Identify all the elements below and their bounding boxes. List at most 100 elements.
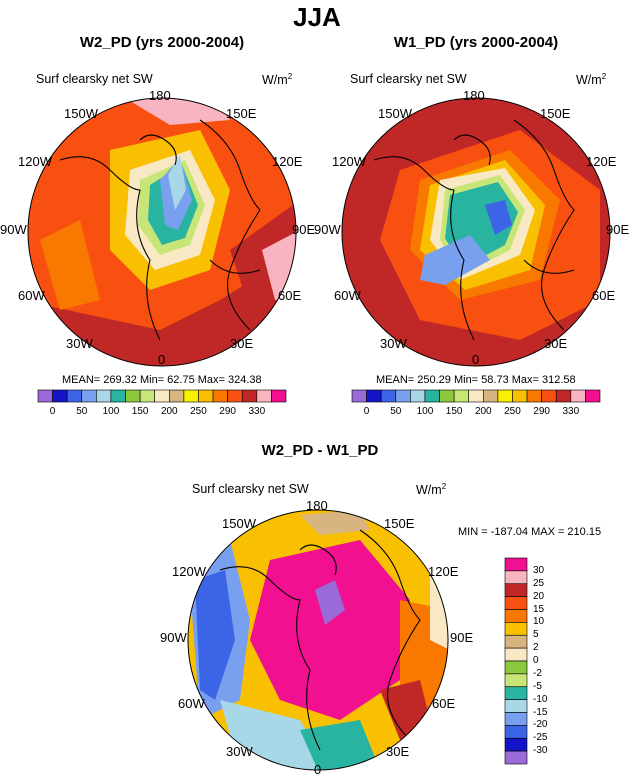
lon-label-bottom: 0 <box>158 352 166 367</box>
colorbar-w1-swatch <box>541 389 557 403</box>
lon-label-lower-right: 60E <box>278 288 302 303</box>
lon-label-top: 180 <box>149 88 171 103</box>
lon-label-left: 90W <box>160 630 187 645</box>
lon-label-top: 180 <box>306 498 328 513</box>
lon-label-right: 90E <box>292 222 316 237</box>
colorbar-diff-tick-label: 0 <box>533 655 539 666</box>
colorbar-w1-swatch <box>585 389 601 403</box>
lon-label-right: 90E <box>606 222 630 237</box>
colorbar-w2-swatch <box>271 389 287 403</box>
lon-label-upper-right: 120E <box>428 564 459 579</box>
lon-label-bottom-left: 30W <box>226 744 253 759</box>
colorbar-diff-tick-label: -20 <box>533 719 548 731</box>
lon-label-upper-left: 120W <box>332 154 366 169</box>
colorbar-diff-swatch <box>504 634 528 649</box>
panel-title-w1: W1_PD (yrs 2000-2004) <box>393 34 559 51</box>
map-diff <box>188 510 448 770</box>
colorbar-w2-tick-label: 250 <box>190 406 207 417</box>
lon-label-lower-left: 60W <box>334 288 361 303</box>
colorbar-w1-swatch <box>366 389 382 403</box>
colorbar-diff-swatch <box>504 647 528 662</box>
lon-label-right: 90E <box>450 630 474 645</box>
variable-label-w1: Surf clearsky net SW <box>350 72 467 86</box>
colorbar-diff-tick-label: 15 <box>533 603 545 615</box>
colorbar-diff-tick-label: 5 <box>533 629 539 641</box>
colorbar-w1-swatch <box>512 389 528 403</box>
colorbar-diff <box>504 557 528 765</box>
colorbar-w2-swatch <box>96 389 112 403</box>
colorbar-w2-swatch <box>66 389 83 403</box>
colorbar-w1-tick-label: 50 <box>390 406 402 417</box>
lon-label-top-left: 150W <box>222 516 256 531</box>
lon-label-bottom: 0 <box>314 762 322 777</box>
colorbar-w1-tick-label: 150 <box>445 406 463 417</box>
colorbar-diff-swatch <box>504 712 528 726</box>
colorbar-w1-swatch <box>482 389 499 403</box>
variable-label-w2: Surf clearsky net SW <box>36 72 153 86</box>
colorbar-diff-swatch <box>504 557 528 572</box>
colorbar-w2 <box>37 389 287 403</box>
lon-label-top-left: 150W <box>64 106 98 121</box>
colorbar-w1-swatch <box>468 389 484 403</box>
colorbar-diff-swatch <box>504 737 528 752</box>
stats-w1: MEAN= 250.29 Min= 58.73 Max= 312.58 <box>376 374 576 386</box>
lon-label-upper-left: 120W <box>172 564 206 579</box>
colorbar-diff-swatch <box>504 750 528 765</box>
colorbar-diff-tick-label: -2 <box>533 667 542 679</box>
colorbar-diff-tick-label: 25 <box>533 577 545 589</box>
colorbar-w2-tick-label: 0 <box>49 406 56 417</box>
colorbar-w1 <box>351 389 601 403</box>
colorbar-diff-swatch <box>504 673 528 688</box>
colorbar-w2-tick-label: 290 <box>219 406 236 417</box>
colorbar-diff-swatch <box>504 622 528 636</box>
map-w2 <box>28 98 296 366</box>
lon-label-top-right: 150E <box>226 106 257 121</box>
colorbar-w2-swatch <box>110 389 126 403</box>
lon-label-bottom-right: 30E <box>544 336 568 351</box>
lon-label-top-left: 150W <box>378 106 412 121</box>
lon-label-bottom-left: 30W <box>380 336 407 351</box>
colorbar-w1-tick-label: 250 <box>504 406 521 417</box>
colorbar-w2-tick-label: 330 <box>248 406 266 417</box>
colorbar-w2-swatch <box>154 389 170 403</box>
lon-label-upper-right: 120E <box>272 154 303 169</box>
lon-label-top-right: 150E <box>384 516 415 531</box>
colorbar-w1-tick-label: 100 <box>416 406 434 417</box>
lon-label-upper-right: 120E <box>586 154 617 169</box>
colorbar-w2-swatch <box>183 389 199 403</box>
lon-label-lower-left: 60W <box>18 288 45 303</box>
colorbar-w2-tick-label: 200 <box>160 406 178 417</box>
colorbar-diff-swatch <box>504 570 528 585</box>
stats-w2: MEAN= 269.32 Min= 62.75 Max= 324.38 <box>62 374 262 386</box>
colorbar-w1-swatch <box>555 389 572 403</box>
colorbar-diff-tick-label: 10 <box>533 616 545 628</box>
colorbar-w1-swatch <box>570 389 586 403</box>
colorbar-w1-swatch <box>439 389 455 403</box>
units-label-diff: W/m2 <box>416 482 447 498</box>
colorbar-diff-swatch <box>504 583 528 597</box>
units-label-w1: W/m2 <box>576 72 607 88</box>
lon-label-lower-right: 60E <box>432 696 456 711</box>
colorbar-diff-tick-label: -30 <box>533 745 548 757</box>
lon-label-top: 180 <box>463 88 485 103</box>
colorbar-w2-swatch <box>256 389 272 403</box>
colorbar-diff-tick-label: 2 <box>533 642 539 654</box>
colorbar-w2-swatch <box>81 389 97 403</box>
colorbar-w1-swatch <box>424 389 440 403</box>
colorbar-w2-tick-label: 100 <box>102 406 120 417</box>
colorbar-diff-swatch <box>504 686 528 700</box>
variable-label-diff: Surf clearsky net SW <box>192 482 309 496</box>
lon-label-left: 90W <box>0 222 27 237</box>
colorbar-w1-swatch <box>497 389 513 403</box>
lon-label-bottom-right: 30E <box>386 744 410 759</box>
lon-label-left: 90W <box>314 222 341 237</box>
figure-title: JJA <box>293 2 341 32</box>
colorbar-w1-swatch <box>380 389 397 403</box>
colorbar-diff-tick-label: -10 <box>533 693 548 705</box>
lon-label-lower-right: 60E <box>592 288 616 303</box>
colorbar-w1-tick-label: 0 <box>363 406 370 417</box>
lon-label-upper-left: 120W <box>18 154 52 169</box>
colorbar-w1-swatch <box>395 389 411 403</box>
map-w1 <box>342 98 610 366</box>
lon-label-lower-left: 60W <box>178 696 205 711</box>
